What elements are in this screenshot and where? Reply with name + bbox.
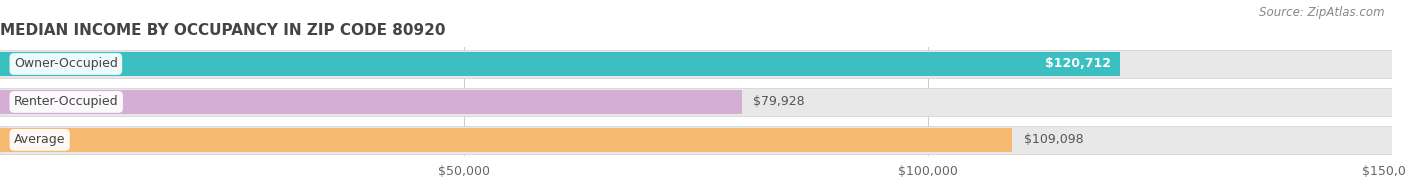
Text: Average: Average xyxy=(14,133,66,146)
Bar xyxy=(0,90,742,114)
Text: Owner-Occupied: Owner-Occupied xyxy=(14,57,118,71)
Text: Renter-Occupied: Renter-Occupied xyxy=(14,95,118,108)
Bar xyxy=(0,50,1392,78)
Text: Source: ZipAtlas.com: Source: ZipAtlas.com xyxy=(1260,6,1385,19)
Text: $120,712: $120,712 xyxy=(1045,57,1111,71)
Bar xyxy=(0,128,1012,152)
Text: $79,928: $79,928 xyxy=(752,95,804,108)
Bar xyxy=(0,52,1121,76)
Bar xyxy=(0,126,1392,153)
Text: $109,098: $109,098 xyxy=(1024,133,1083,146)
Bar xyxy=(0,88,1392,116)
Text: MEDIAN INCOME BY OCCUPANCY IN ZIP CODE 80920: MEDIAN INCOME BY OCCUPANCY IN ZIP CODE 8… xyxy=(0,23,446,38)
